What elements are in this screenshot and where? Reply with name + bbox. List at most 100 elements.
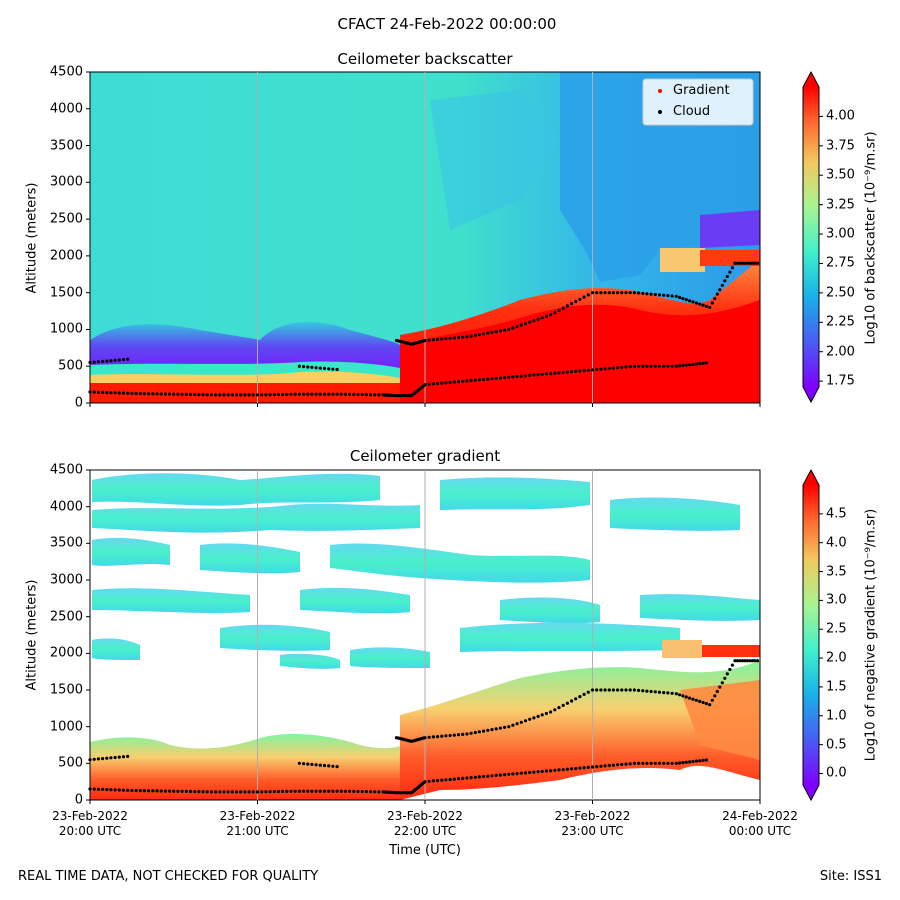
x-tick-date: 23-Feb-2022 — [387, 809, 463, 823]
cloud-point — [327, 392, 331, 396]
cloud-point — [704, 758, 709, 762]
cloud-point — [657, 761, 662, 765]
cloud-point — [230, 790, 234, 794]
cloud-point — [251, 393, 255, 397]
cloud-point — [570, 370, 574, 374]
cloud-point — [302, 762, 306, 766]
cloud-point — [456, 335, 461, 340]
cloud-point — [750, 261, 755, 265]
cloud-point — [448, 777, 452, 782]
cloud-point — [214, 790, 218, 794]
cloud-point — [540, 713, 544, 717]
cloud-point — [126, 391, 130, 395]
cloud-point — [168, 392, 172, 396]
cloud-point — [448, 733, 452, 738]
cloud-point — [297, 392, 301, 396]
cloud-point — [452, 777, 456, 781]
cloud-point — [582, 692, 586, 697]
cloud-point — [498, 376, 502, 380]
cloud-point — [544, 711, 549, 716]
cloud-point — [352, 789, 356, 794]
cloud-point — [172, 789, 176, 793]
cloud-point — [557, 768, 561, 772]
cloud-point — [289, 392, 293, 396]
y-tick-label: 500 — [58, 358, 83, 374]
cloud-point — [519, 771, 523, 775]
y-tick-label: 4000 — [49, 101, 83, 117]
cloud-point — [653, 690, 657, 694]
cloud-point — [620, 291, 624, 295]
cloud-point — [356, 789, 360, 794]
cloud-point — [553, 371, 557, 375]
cloud-point — [670, 691, 674, 695]
cloud-point — [205, 393, 209, 397]
cloud-point — [88, 390, 92, 394]
cloud-point — [532, 319, 536, 323]
cloud-point — [745, 261, 750, 265]
cloud-point — [117, 358, 121, 362]
cloud-point — [582, 295, 586, 299]
axis-ticks — [86, 71, 823, 804]
cloud-point — [331, 789, 335, 793]
cloud-point — [473, 378, 477, 382]
colorbar-tick-label: 4.5 — [826, 506, 847, 522]
y-tick-label: 1000 — [49, 719, 83, 735]
cloud-point — [725, 274, 729, 279]
cloud-point — [272, 790, 276, 794]
cloud-point — [662, 761, 666, 765]
cloud-point — [616, 763, 620, 767]
y-tick-label: 0 — [74, 395, 83, 411]
cloud-point — [728, 270, 732, 274]
cloud-point — [607, 763, 611, 768]
cloud-point — [570, 699, 574, 703]
cloud-point — [255, 790, 260, 794]
cloud-point — [681, 694, 685, 698]
cloud-point — [540, 316, 544, 320]
cloud-point — [88, 360, 92, 365]
cloud-point — [678, 364, 682, 368]
cloud-point — [444, 778, 448, 782]
cloud-point — [109, 359, 113, 363]
cloud-point — [620, 688, 624, 692]
cloud-point — [431, 338, 435, 342]
cloud-point — [586, 293, 590, 297]
cloud-point — [92, 787, 96, 791]
cloud-point — [343, 392, 347, 396]
cloud-point — [578, 695, 582, 699]
cloud-point — [322, 763, 327, 768]
cloud-point — [285, 392, 289, 396]
cloud-point — [740, 261, 745, 265]
y-tick-label: 0 — [74, 792, 83, 808]
cloud-point — [159, 392, 163, 396]
y-tick-label: 500 — [58, 755, 83, 771]
cloud-point — [557, 706, 561, 710]
cloud-point — [544, 372, 549, 376]
cloud-point — [427, 382, 431, 386]
cloud-point — [738, 261, 742, 265]
cloud-point — [339, 392, 343, 396]
cloud-point — [251, 790, 255, 794]
cloud-point — [582, 766, 586, 770]
gradient-ylabel: Altitude (meters) — [24, 579, 40, 691]
cloud-point — [503, 328, 507, 332]
cloud-point — [117, 755, 121, 759]
cloud-point — [461, 335, 465, 339]
cloud-point — [507, 772, 511, 776]
footer-quality-note: REAL TIME DATA, NOT CHECKED FOR QUALITY — [18, 869, 319, 884]
cloud-point — [322, 392, 327, 396]
cloud-point — [427, 338, 431, 342]
cloud-point — [670, 294, 674, 298]
cloud-point — [364, 790, 368, 794]
cloud-point — [701, 361, 705, 365]
cloud-point — [369, 393, 373, 397]
colorbar-tick-label: 3.25 — [826, 197, 855, 213]
cloud-point — [503, 376, 507, 380]
cloud-point — [684, 298, 688, 302]
cloud-point — [235, 790, 239, 794]
cloud-point — [235, 393, 239, 397]
y-tick-label: 2000 — [49, 248, 83, 264]
cloud-point — [243, 790, 247, 794]
cloud-point — [628, 762, 632, 766]
cloud-point — [645, 292, 649, 296]
